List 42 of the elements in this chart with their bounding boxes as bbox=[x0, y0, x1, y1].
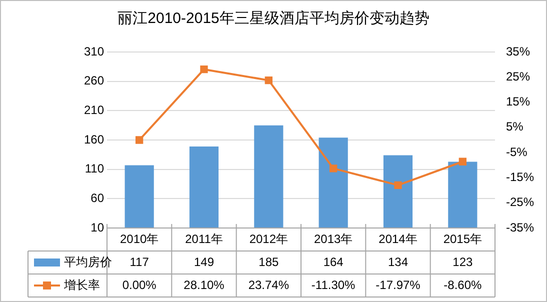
x-tick-label: 2015年 bbox=[443, 232, 482, 246]
y-tick-label: 260 bbox=[84, 74, 104, 88]
data-label: -8.60% bbox=[444, 278, 482, 292]
x-tick-label: 2011年 bbox=[185, 232, 223, 246]
y2-tick-label: -35% bbox=[506, 220, 534, 234]
data-label: 149 bbox=[194, 254, 214, 269]
y-tick-label: 160 bbox=[84, 132, 104, 146]
x-tick-label: 2012年 bbox=[249, 232, 288, 246]
x-tick-label: 2010年 bbox=[120, 232, 159, 246]
data-label: 0.00% bbox=[122, 278, 157, 292]
y-tick-label: 210 bbox=[84, 102, 104, 117]
data-label: 134 bbox=[388, 254, 408, 269]
chart-title: 丽江2010-2015年三星级酒店平均房价变动趋势 bbox=[118, 10, 430, 28]
point bbox=[136, 136, 144, 144]
data-label: 28.10% bbox=[184, 278, 225, 292]
point bbox=[200, 66, 208, 74]
data-label: -17.97% bbox=[376, 278, 421, 292]
y2-tick-label: 5% bbox=[506, 120, 524, 134]
y2-tick-label: 35% bbox=[506, 44, 530, 58]
data-label: 23.74% bbox=[248, 278, 290, 292]
y-tick-label: 10 bbox=[90, 220, 104, 234]
y2-tick-label: 15% bbox=[506, 94, 530, 109]
y2-tick-label: -15% bbox=[506, 170, 534, 184]
data-label: 123 bbox=[452, 254, 473, 269]
x-tick-label: 2014年 bbox=[378, 232, 418, 246]
legend-label: 增长率 bbox=[63, 278, 100, 292]
data-label: -11.30% bbox=[311, 278, 356, 292]
data-label: 117 bbox=[130, 254, 150, 269]
point bbox=[264, 76, 272, 84]
x-tick-label: 2013年 bbox=[314, 232, 353, 246]
data-label: 185 bbox=[258, 254, 279, 269]
legend-label: 平均房价 bbox=[64, 254, 112, 269]
y-tick-label: 310 bbox=[84, 44, 104, 58]
y2-tick-label: -5% bbox=[506, 144, 528, 159]
y-tick-label: 60 bbox=[90, 190, 104, 205]
point bbox=[394, 181, 402, 190]
y-tick-label: 110 bbox=[84, 162, 104, 176]
point bbox=[458, 158, 466, 166]
point bbox=[330, 164, 338, 172]
y2-tick-label: -25% bbox=[506, 195, 534, 210]
data-label: 164 bbox=[323, 254, 344, 269]
y2-tick-label: 25% bbox=[506, 69, 530, 84]
